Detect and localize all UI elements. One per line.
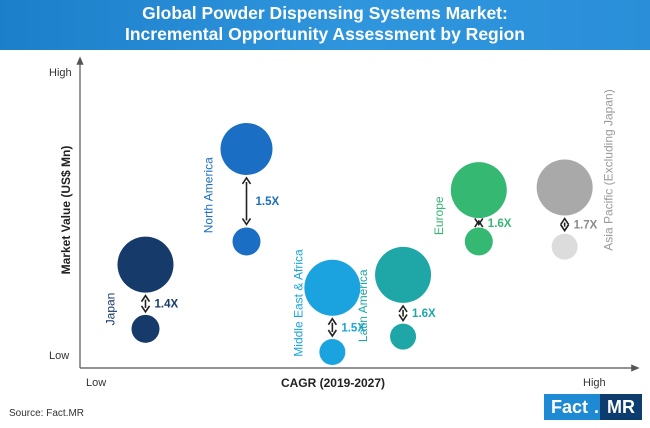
asia-pacific-excluding-japan-base-bubble — [551, 233, 578, 260]
x-tick-high: High — [583, 377, 606, 389]
middle-east-africa-arrow-down — [327, 329, 338, 338]
europe-future-bubble — [450, 162, 507, 219]
factmr-logo: Fact . MR — [543, 394, 642, 420]
europe-multiplier-label: 1.6X — [488, 218, 512, 230]
latin-america-arrow-up — [398, 304, 408, 313]
y-tick-low: Low — [49, 350, 69, 362]
source-note: Source: Fact.MR — [9, 408, 85, 419]
asia-pacific-excluding-japan-arrow-up — [559, 217, 570, 225]
europe-region-label: Europe — [432, 196, 446, 235]
middle-east-africa-multiplier-label: 1.5X — [341, 322, 365, 334]
y-axis-title: Market Value (US$ Mn) — [59, 146, 73, 275]
middle-east-africa-base-bubble — [319, 339, 346, 365]
japan-region-label: Japan — [104, 293, 118, 326]
north-america-region-label: North America — [202, 157, 216, 233]
middle-east-africa-arrow-up — [327, 317, 338, 326]
latin-america-arrow-down — [398, 314, 408, 323]
chart-title-line-1: Global Powder Dispensing Systems Market: — [142, 3, 508, 23]
latin-america-region-label: Latin America — [356, 269, 370, 342]
logo-dot-text: . — [593, 394, 600, 420]
north-america-multiplier-label: 1.5X — [256, 196, 280, 208]
logo-fact-text: Fact — [543, 394, 594, 420]
north-america-future-bubble — [220, 122, 273, 175]
europe-arrow-up — [474, 219, 484, 228]
north-america-arrow-down — [241, 218, 252, 226]
europe-base-bubble — [464, 227, 493, 256]
middle-east-africa-region-label: Middle East & Africa — [291, 249, 305, 357]
japan-arrow-down — [140, 305, 151, 314]
latin-america-multiplier-label: 1.6X — [412, 308, 436, 320]
japan-arrow-up — [140, 294, 151, 303]
japan-multiplier-label: 1.4X — [155, 299, 179, 311]
japan-future-bubble — [117, 236, 174, 293]
asia-pacific-excluding-japan-future-bubble — [536, 159, 593, 216]
latin-america-future-bubble — [375, 246, 432, 303]
x-tick-low: Low — [86, 377, 106, 389]
logo-mr-text: MR — [600, 394, 642, 420]
title-banner: Global Powder Dispensing Systems Market:… — [0, 0, 650, 50]
chart-title: Global Powder Dispensing Systems Market:… — [0, 3, 650, 45]
asia-pacific-excluding-japan-arrow-down — [559, 224, 570, 233]
y-tick-high: High — [49, 67, 72, 79]
x-axis-title: CAGR (2019-2027) — [281, 376, 385, 390]
asia-pacific-excluding-japan-region-label: Asia Pacific (Excluding Japan) — [602, 89, 616, 250]
latin-america-base-bubble — [390, 323, 417, 350]
japan-base-bubble — [131, 314, 160, 343]
north-america-base-bubble — [232, 227, 261, 256]
chart-marks: 1.5X North America 1.4X Japan 1.5X Middle Eas… — [104, 89, 616, 365]
north-america-arrow-up — [241, 176, 252, 185]
asia-pacific-excluding-japan-multiplier-label: 1.7X — [574, 220, 598, 232]
europe-arrow-down — [474, 218, 484, 226]
middle-east-africa-future-bubble — [304, 259, 361, 316]
chart-title-line-2: Incremental Opportunity Assessment by Re… — [125, 24, 525, 44]
